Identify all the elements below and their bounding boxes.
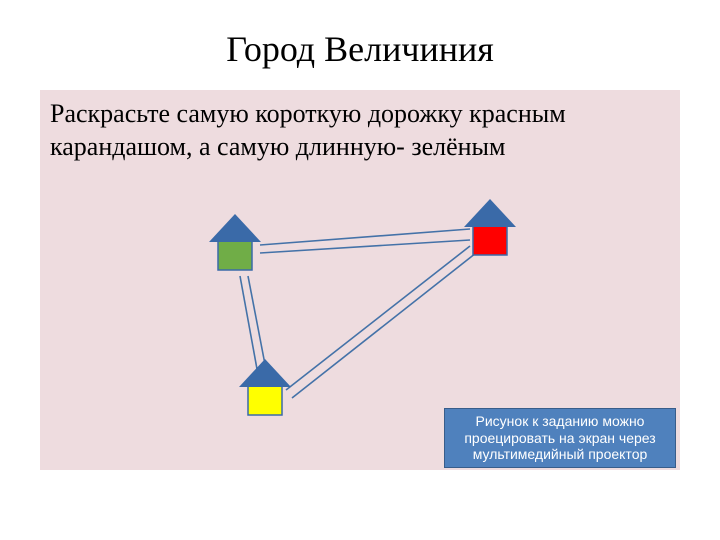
- slide-title: Город Величиния: [0, 28, 720, 70]
- house-h3: [239, 359, 291, 415]
- house-h2: [464, 199, 516, 255]
- house-roof: [464, 199, 516, 227]
- house-wall: [473, 225, 507, 255]
- slide: Город Величиния Раскрасьте самую коротку…: [0, 0, 720, 540]
- house-roof: [239, 359, 291, 387]
- house-wall: [218, 240, 252, 270]
- path-line: [286, 246, 470, 390]
- house-h1: [209, 214, 261, 270]
- projector-note: Рисунок к заданию можно проецировать на …: [444, 408, 676, 468]
- path-line: [292, 253, 476, 398]
- path-line: [240, 276, 259, 380]
- house-wall: [248, 385, 282, 415]
- house-roof: [209, 214, 261, 242]
